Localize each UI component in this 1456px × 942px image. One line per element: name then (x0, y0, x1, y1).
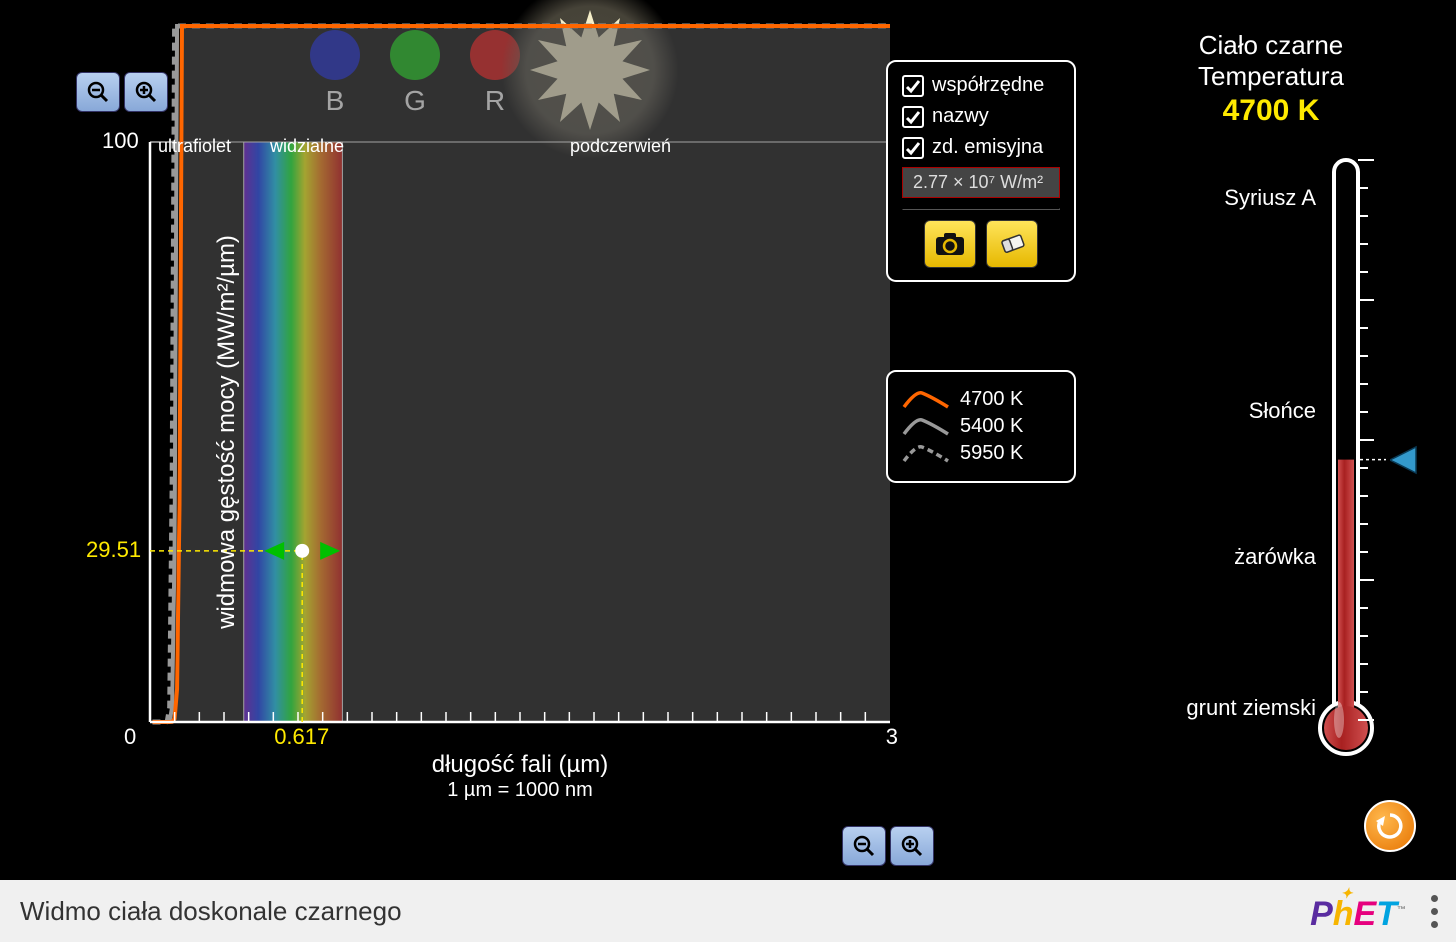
peak-x-label: 0.617 (274, 724, 329, 750)
thermometer[interactable] (1306, 150, 1386, 770)
options-panel: współrzędne nazwy zd. emisyjna 2.77 × 10… (886, 60, 1076, 282)
x-axis-sublabel: 1 µm = 1000 nm (432, 779, 609, 802)
ir-label: podczerwień (570, 136, 671, 157)
erase-button[interactable] (986, 220, 1038, 268)
y-origin-label: 0 (124, 724, 136, 750)
emission-value: 2.77 × 10⁷ W/m² (902, 167, 1060, 198)
thermo-slider-handle[interactable] (1390, 445, 1420, 475)
bottom-bar: Widmo ciała doskonale czarnego Ph✦ET™ (0, 880, 1456, 942)
chart-svg (150, 142, 890, 722)
thermo-mark-label: grunt ziemski (1186, 695, 1316, 721)
checkbox-icon (902, 75, 924, 97)
names-checkbox[interactable]: nazwy (902, 105, 1060, 128)
snapshot-button[interactable] (924, 220, 976, 268)
x-max-label: 3 (886, 724, 898, 750)
thermo-mark-label: żarówka (1234, 544, 1316, 570)
thermo-value: 4700 K (1116, 94, 1426, 128)
dot-icon (1431, 908, 1438, 915)
names-label: nazwy (932, 105, 989, 128)
legend-line-icon (902, 389, 950, 411)
thermo-title-2: Temperatura (1116, 61, 1426, 92)
reset-icon (1374, 810, 1406, 842)
legend-panel: 4700 K 5400 K 5950 K (886, 370, 1076, 483)
sim-title: Widmo ciała doskonale czarnego (20, 896, 402, 927)
chart-area: widmowa gęstość mocy (MW/m²/µm) 100 0 3 … (150, 142, 890, 722)
legend-row: 5950 K (902, 442, 1060, 465)
phet-logo[interactable]: Ph✦ET™ (1310, 895, 1406, 934)
legend-row: 4700 K (902, 388, 1060, 411)
legend-label: 5400 K (960, 415, 1023, 438)
thermo-mark-label: Syriusz A (1224, 185, 1316, 211)
visible-label: widzialne (270, 136, 344, 157)
zoom-out-y-button[interactable] (76, 72, 120, 112)
y-axis-label: widmowa gęstość mocy (MW/m²/µm) (213, 235, 241, 629)
zoom-x-group (842, 826, 934, 866)
legend-line-icon (902, 443, 950, 465)
thermometer-area: Ciało czarne Temperatura 4700 K Syriusz … (1116, 30, 1426, 790)
x-axis-label: długość fali (µm) (432, 751, 609, 779)
uv-label: ultrafiolet (158, 136, 231, 157)
emission-checkbox[interactable]: zd. emisyjna (902, 136, 1060, 159)
coords-label: współrzędne (932, 74, 1044, 97)
legend-label: 5950 K (960, 442, 1023, 465)
zoom-y-group (76, 72, 168, 112)
legend-label: 4700 K (960, 388, 1023, 411)
zoom-in-y-button[interactable] (124, 72, 168, 112)
peak-y-label: 29.51 (86, 537, 141, 563)
thermo-title-1: Ciało czarne (1116, 30, 1426, 61)
zoom-out-x-button[interactable] (842, 826, 886, 866)
emission-label: zd. emisyjna (932, 136, 1043, 159)
coords-checkbox[interactable]: współrzędne (902, 74, 1060, 97)
menu-dots-button[interactable] (1431, 895, 1438, 928)
legend-row: 5400 K (902, 415, 1060, 438)
reset-button[interactable] (1364, 800, 1416, 852)
zoom-in-x-button[interactable] (890, 826, 934, 866)
eraser-icon (997, 232, 1027, 256)
checkbox-icon (902, 137, 924, 159)
legend-line-icon (902, 416, 950, 438)
dot-icon (1431, 921, 1438, 928)
checkbox-icon (902, 106, 924, 128)
thermo-mark-label: Słońce (1249, 398, 1316, 424)
dot-icon (1431, 895, 1438, 902)
x-axis-label-group: długość fali (µm) 1 µm = 1000 nm (432, 751, 609, 802)
y-max-label: 100 (102, 128, 139, 154)
camera-icon (935, 232, 965, 256)
